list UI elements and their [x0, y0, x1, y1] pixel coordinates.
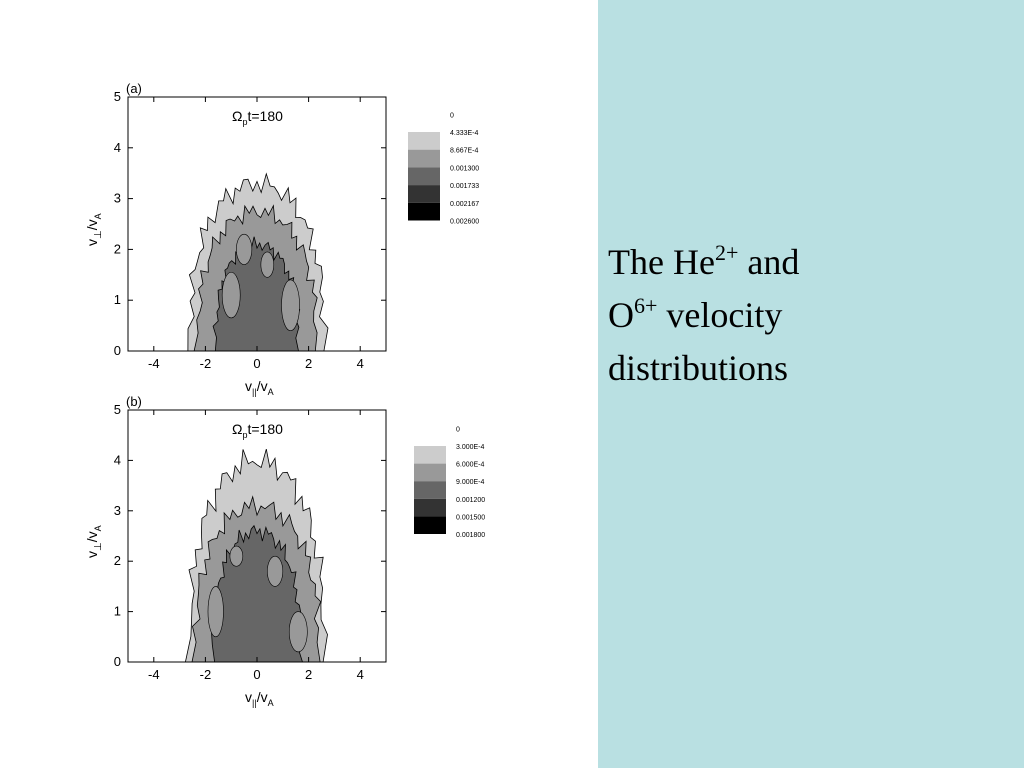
y-tick-label: 5 — [114, 89, 121, 104]
legend-swatch — [408, 132, 440, 150]
legend-level-label: 8.667E-4 — [450, 148, 479, 155]
y-axis-label-slash: /v — [84, 219, 100, 230]
y-tick-label: 1 — [114, 604, 121, 619]
contour-island-0 — [207, 586, 224, 638]
title-sup-1: 2+ — [714, 240, 739, 265]
legend-swatch — [408, 149, 440, 168]
x-axis-label: v||/vA — [245, 689, 274, 708]
legend-swatch — [408, 167, 440, 186]
annotation-sub: p — [242, 117, 247, 127]
y-axis-label-sub1: ⊥ — [93, 230, 104, 239]
x-tick-label: -4 — [148, 667, 160, 682]
y-tick-label: 1 — [114, 292, 121, 307]
y-axis-label-sub2: A — [93, 525, 103, 531]
x-axis-label-slash: /v — [257, 378, 268, 394]
legend-level-label: 0.002600 — [450, 219, 479, 226]
annotation-omega: Ω — [232, 108, 242, 124]
title-text-3: O — [608, 295, 634, 335]
legend-level-label: 0 — [450, 112, 454, 119]
y-axis-label-main: v — [84, 239, 100, 246]
y-tick-label: 3 — [114, 191, 121, 206]
title-text-2: and — [738, 242, 800, 282]
contour-island-2 — [236, 233, 253, 265]
title-text-4: velocity — [657, 295, 783, 335]
legend-swatch — [414, 446, 446, 464]
title-sup-2: 6+ — [634, 293, 658, 318]
legend-swatch — [414, 498, 446, 517]
y-axis-label-main: v — [84, 551, 100, 558]
y-axis-label-sub1: ⊥ — [93, 542, 104, 551]
y-tick-label: 0 — [114, 343, 121, 358]
contour-island-3 — [229, 545, 244, 567]
legend-level-label: 3.000E-4 — [456, 444, 485, 451]
contour-panel-b: -4 -2 0 2 4012345(b)Ωpt=180v||/vAv⊥/vA03.000… — [84, 394, 485, 708]
contour-island-1 — [288, 611, 308, 653]
y-tick-label: 2 — [114, 553, 121, 568]
x-axis-label-sub2: A — [268, 698, 274, 708]
y-axis-label-sub2: A — [93, 213, 103, 219]
legend-level-label: 0 — [456, 426, 460, 433]
y-axis-label: v⊥/vA — [84, 213, 104, 246]
x-tick-label: -4 — [148, 356, 160, 371]
time-annotation: Ωpt=180 — [232, 108, 283, 127]
legend-swatch — [408, 185, 440, 203]
y-axis-label: v⊥/vA — [84, 525, 104, 558]
legend-level-label: 0.001800 — [456, 532, 485, 539]
legend-level-label: 6.000E-4 — [456, 462, 485, 469]
contour-island-3 — [260, 251, 275, 278]
title-panel: The He2+ and O6+ velocity distributions — [598, 0, 1024, 768]
x-axis-label-sub1: || — [252, 698, 257, 708]
y-tick-label: 4 — [114, 452, 121, 467]
y-tick-label: 2 — [114, 241, 121, 256]
y-tick-label: 4 — [114, 140, 121, 155]
x-axis-label-slash: /v — [257, 689, 268, 705]
annotation-sub: p — [242, 430, 247, 440]
legend-level-label: 4.333E-4 — [450, 130, 479, 137]
x-tick-label: 4 — [357, 667, 364, 682]
x-tick-label: 0 — [253, 356, 260, 371]
title-text-5: distributions — [608, 348, 789, 388]
figure-panel: -4 -2 0 2 4 0 1 2 3 4 5 (a) Ωpt=180 v||/vA v⊥/vA 0 4.333… — [84, 81, 486, 708]
x-tick-label: 2 — [305, 356, 312, 371]
legend-swatch — [414, 463, 446, 482]
y-tick-label: 0 — [114, 654, 121, 669]
x-axis-label-sub1: || — [252, 387, 257, 397]
contour-island-0 — [221, 271, 241, 319]
legend-swatch — [414, 481, 446, 499]
legend-swatch — [414, 428, 446, 446]
x-tick-label: 0 — [253, 667, 260, 682]
legend-level-label: 0.001500 — [456, 514, 485, 521]
annotation-omega: Ω — [232, 421, 242, 437]
legend-level-label: 0.002167 — [450, 201, 479, 208]
panel-label: (a) — [126, 81, 142, 96]
legend-swatch — [408, 114, 440, 132]
x-axis-label: v||/vA — [245, 378, 274, 397]
x-axis-label-sub2: A — [268, 387, 274, 397]
title-text-1: The He — [608, 242, 715, 282]
y-tick-label: 3 — [114, 503, 121, 518]
time-annotation: Ωpt=180 — [232, 421, 283, 440]
annotation-rest: t=180 — [247, 421, 283, 437]
y-tick-label: 5 — [114, 402, 121, 417]
legend-swatch — [408, 202, 440, 221]
contour-island-2 — [267, 555, 284, 587]
contour-figure: -4 -2 0 2 4012345(a)Ωpt=180v||/vAv⊥/vA04.333… — [84, 81, 485, 708]
contour-panel-a: -4 -2 0 2 4012345(a)Ωpt=180v||/vAv⊥/vA04.333… — [84, 81, 479, 397]
panel-label: (b) — [126, 394, 142, 409]
annotation-rest: t=180 — [247, 108, 283, 124]
contour-island-1 — [281, 279, 300, 331]
legend-level-label: 9.000E-4 — [456, 479, 485, 486]
legend-level-label: 0.001300 — [450, 165, 479, 172]
x-tick-label: -2 — [200, 667, 212, 682]
legend-swatch — [414, 516, 446, 534]
x-axis-label-main: v — [245, 689, 252, 705]
x-tick-label: -2 — [200, 356, 212, 371]
x-tick-label: 2 — [305, 667, 312, 682]
x-axis-label-main: v — [245, 378, 252, 394]
y-axis-label-slash: /v — [84, 531, 100, 542]
legend-level-label: 0.001200 — [456, 497, 485, 504]
legend-level-label: 0.001733 — [450, 183, 479, 190]
slide-title: The He2+ and O6+ velocity distributions — [608, 238, 1008, 392]
x-tick-label: 4 — [357, 356, 364, 371]
